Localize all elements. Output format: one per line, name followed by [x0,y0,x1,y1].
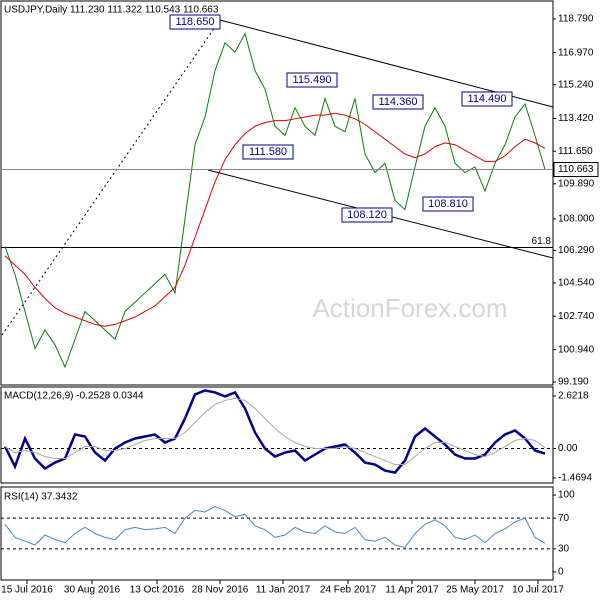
panel-title: MACD(12,26,9) -0.2528 0.0344 [4,391,144,402]
x-tick-label: 25 May 2017 [446,585,504,596]
annotation: 114.490 [468,93,507,105]
x-tick-label: 28 Nov 2016 [192,585,249,596]
annotation-box [341,207,393,223]
trend-line [1,19,221,336]
series-line [4,506,546,548]
rsi-panel [0,486,554,581]
price-panel [0,0,554,386]
annotation: 118.650 [176,16,215,28]
y-tick-label: 102.740 [558,311,595,322]
annotation-box [242,144,294,160]
y-tick-label: 106.290 [558,245,595,256]
y-tick-label: 70 [558,513,570,524]
watermark: ActionForex.com [312,293,507,323]
series-line [3,389,546,474]
annotation-box [372,94,424,110]
macd-panel [0,386,554,484]
y-tick-label: 30 [558,544,570,555]
y-tick-label: 100.940 [558,344,595,355]
y-tick-label: 109.890 [558,178,595,189]
y-tick-label: 0.00 [558,443,578,454]
y-tick-label: 113.420 [558,113,594,124]
annotation: 111.580 [249,146,287,158]
y-tick-label: 99.190 [558,377,589,388]
last-price-label: 110.663 [558,164,594,175]
annotation: 115.490 [293,74,332,86]
y-tick-label: 111.650 [558,146,593,157]
series-line [4,32,546,369]
annotation-box [169,14,221,30]
y-tick-label: 118.790 [558,14,594,25]
y-tick-label: -1.4694 [558,473,592,484]
annotation-box [286,72,338,88]
fib-label: 61.8 [532,236,552,247]
x-tick-label: 11 Apr 2017 [385,585,439,596]
last-price-box [553,162,599,178]
x-tick-label: 15 Jul 2016 [1,585,53,596]
panel-title: USDJPY,Daily 111.230 111.322 110.543 110… [4,5,219,16]
annotation: 108.810 [428,198,468,210]
x-tick-label: 24 Feb 2017 [320,585,377,596]
series-line [4,112,546,327]
x-tick-label: 10 Jul 2017 [512,585,564,596]
series-line [4,397,546,466]
x-tick-label: 30 Aug 2016 [64,585,121,596]
x-tick-label: 13 Oct 2016 [130,585,185,596]
x-tick-label: 11 Jan 2017 [256,585,311,596]
y-tick-label: 104.540 [558,278,595,289]
y-tick-label: 0 [558,567,564,578]
y-tick-label: 100 [558,490,575,501]
y-tick-label: 116.970 [558,47,594,58]
y-tick-label: 2.6218 [558,391,589,402]
y-tick-label: 115.240 [558,79,594,90]
panel-title: RSI(14) 37.3432 [4,492,78,503]
annotation-box [461,91,513,107]
annotation-box [422,196,474,212]
annotation: 108.120 [347,209,387,221]
annotation: 114.360 [379,96,418,108]
y-tick-label: 108.000 [558,213,595,224]
